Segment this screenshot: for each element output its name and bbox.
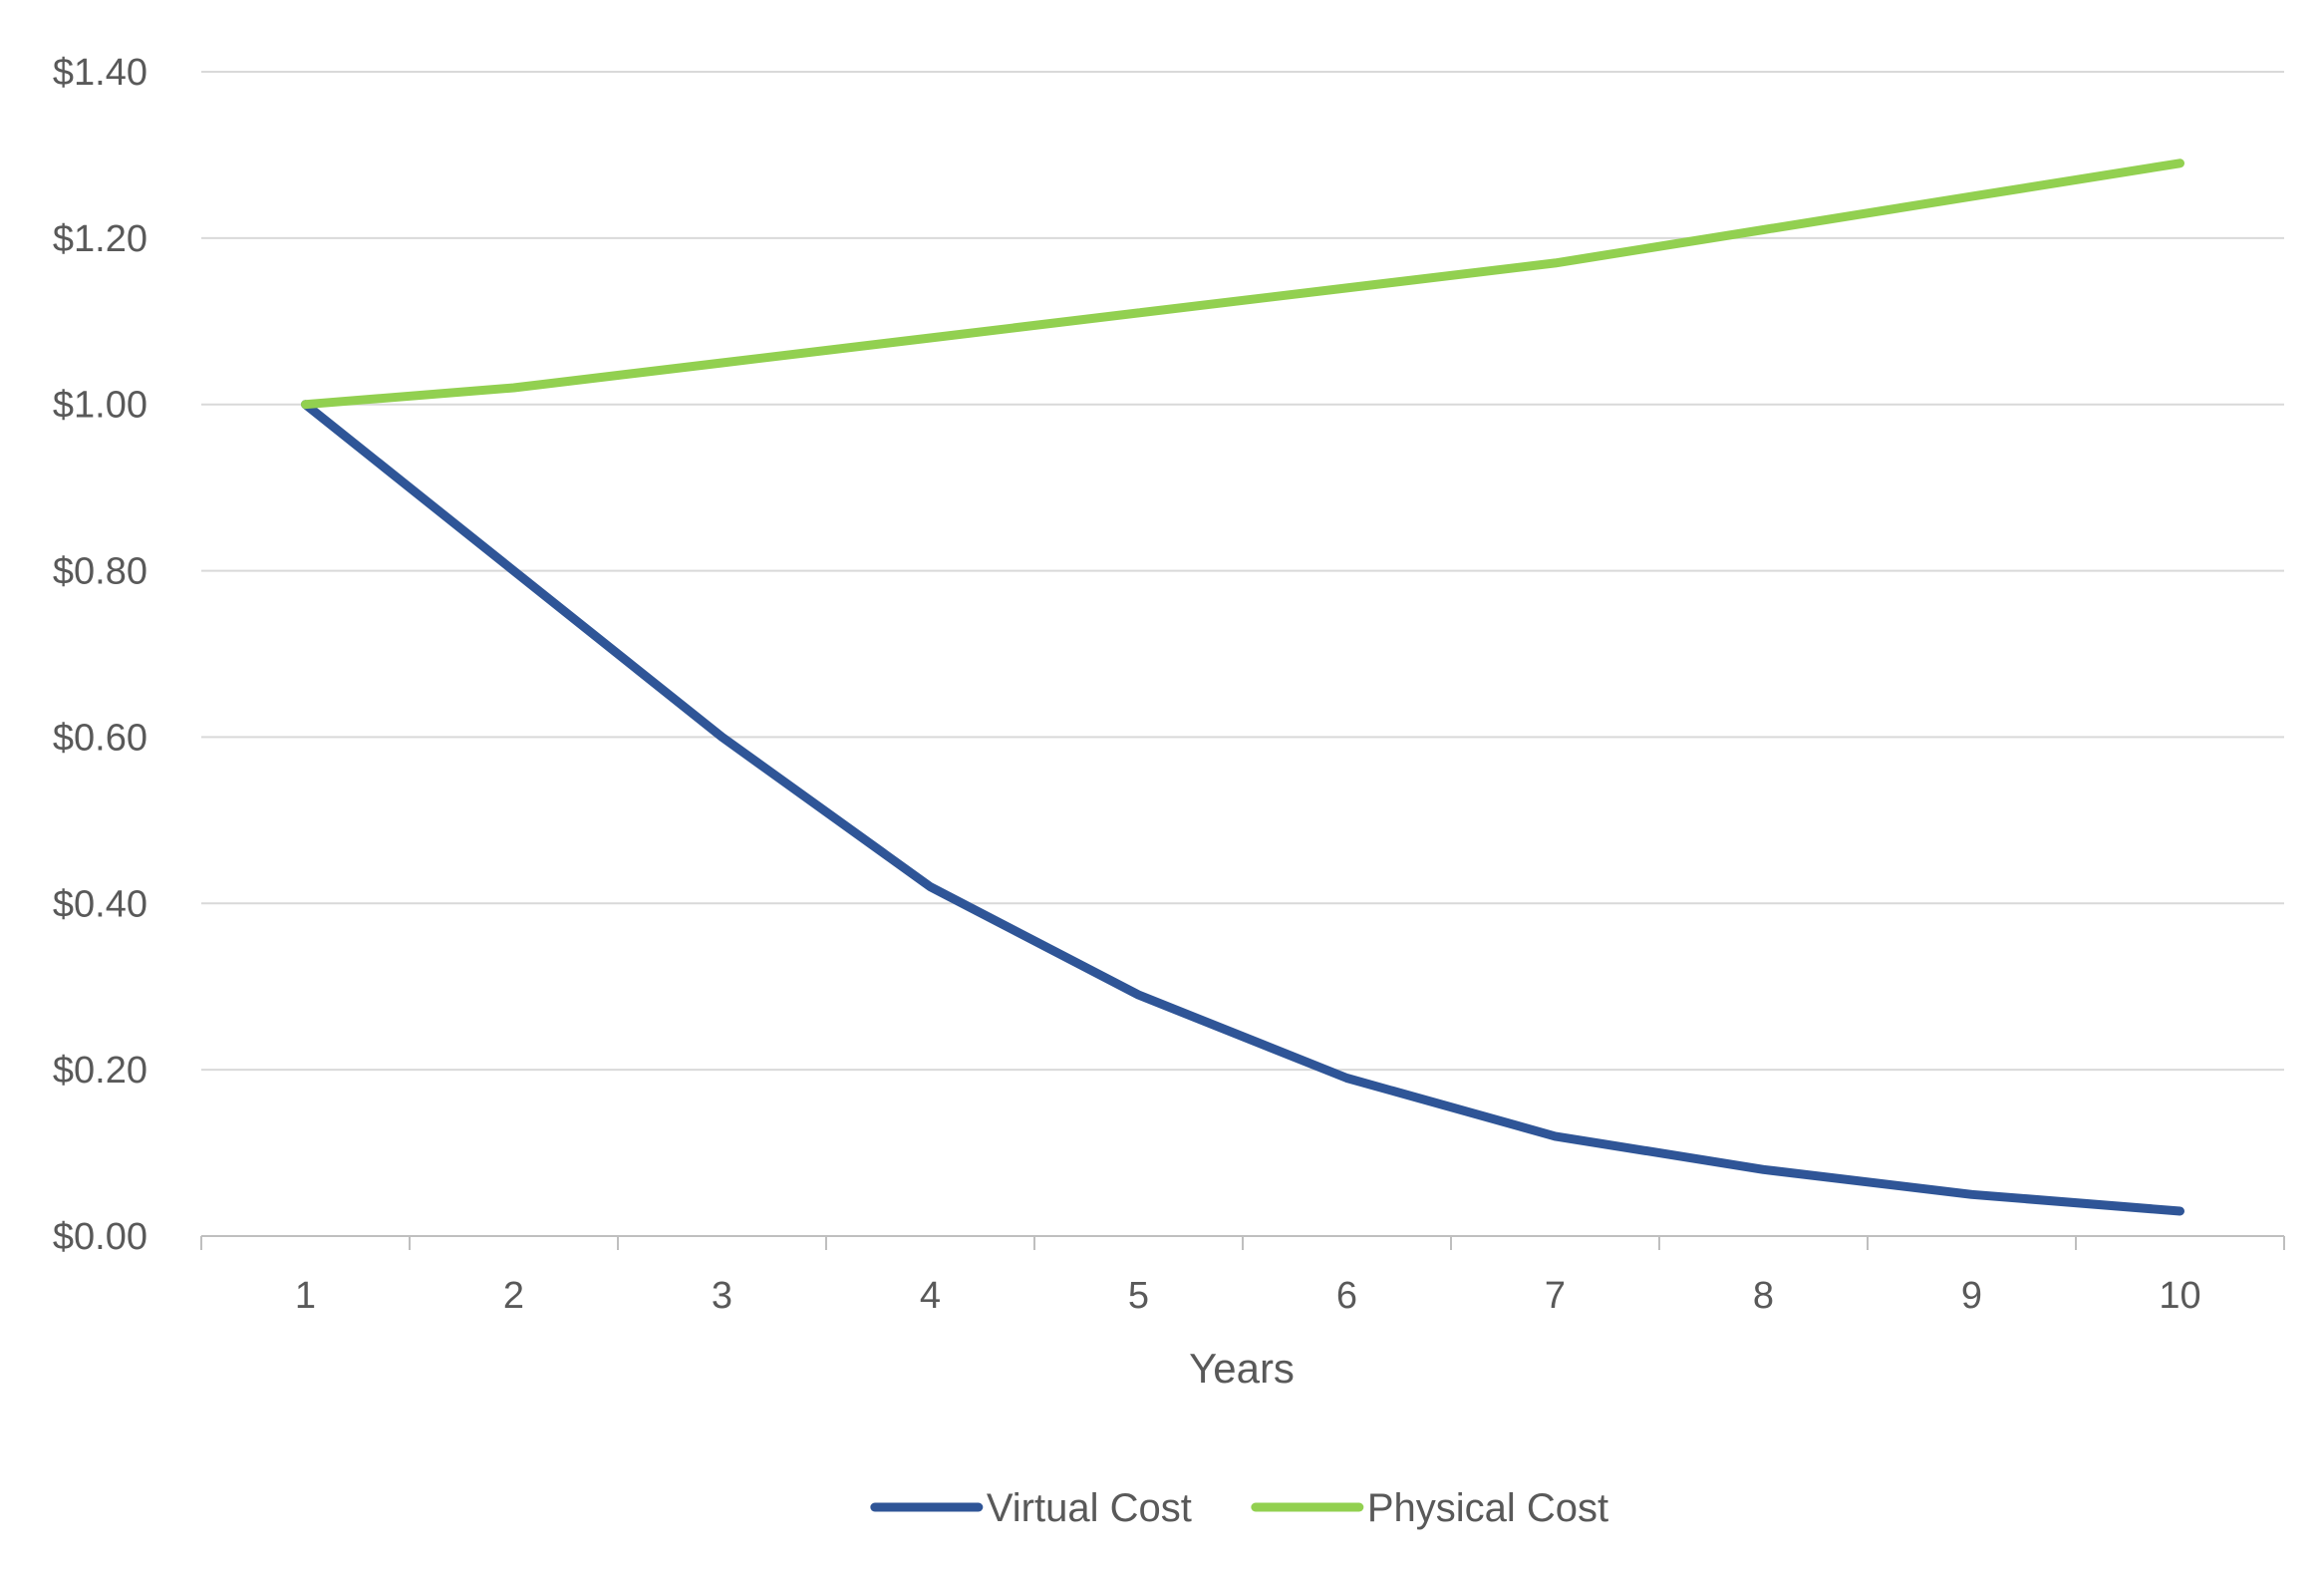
x-tick-label: 10 [2159,1275,2200,1317]
series-lines [301,158,2184,1216]
physical-cost-line [301,158,2184,410]
x-axis-title: Years [1189,1345,1295,1392]
x-tick-label: 5 [1128,1275,1149,1317]
y-tick-label: $0.40 [53,883,147,925]
x-axis [200,1235,2285,1250]
legend: Virtual Cost Physical Cost [870,1486,1608,1530]
legend-item: Virtual Cost [870,1486,1192,1530]
virtual-cost-line [301,400,2184,1216]
x-tick-label: 8 [1753,1275,1774,1317]
legend-label: Virtual Cost [987,1486,1192,1530]
legend-label: Physical Cost [1367,1486,1608,1530]
y-tick-label: $1.20 [53,218,147,260]
y-tick-label: $0.20 [53,1050,147,1092]
y-tick-label: $0.60 [53,717,147,759]
x-tick-label: 9 [1961,1275,1982,1317]
y-tick-label: $1.00 [53,385,147,427]
y-tick-label: $1.40 [53,52,147,94]
y-tick-label: $0.80 [53,551,147,593]
x-axis-tick-labels: 1 2 3 4 5 6 7 8 9 10 [295,1275,2201,1317]
x-tick-label: 4 [920,1275,941,1317]
y-tick-label: $0.00 [53,1216,147,1258]
x-tick-label: 6 [1336,1275,1357,1317]
y-axis-tick-labels: $0.00 $0.20 $0.40 $0.60 $0.80 $1.00 $1.20 $1.40 [53,52,147,1258]
x-tick-label: 7 [1545,1275,1566,1317]
x-tick-label: 3 [712,1275,732,1317]
x-tick-label: 2 [503,1275,524,1317]
x-tick-label: 1 [295,1275,316,1317]
legend-item: Physical Cost [1251,1486,1608,1530]
gridlines [201,71,2284,1072]
